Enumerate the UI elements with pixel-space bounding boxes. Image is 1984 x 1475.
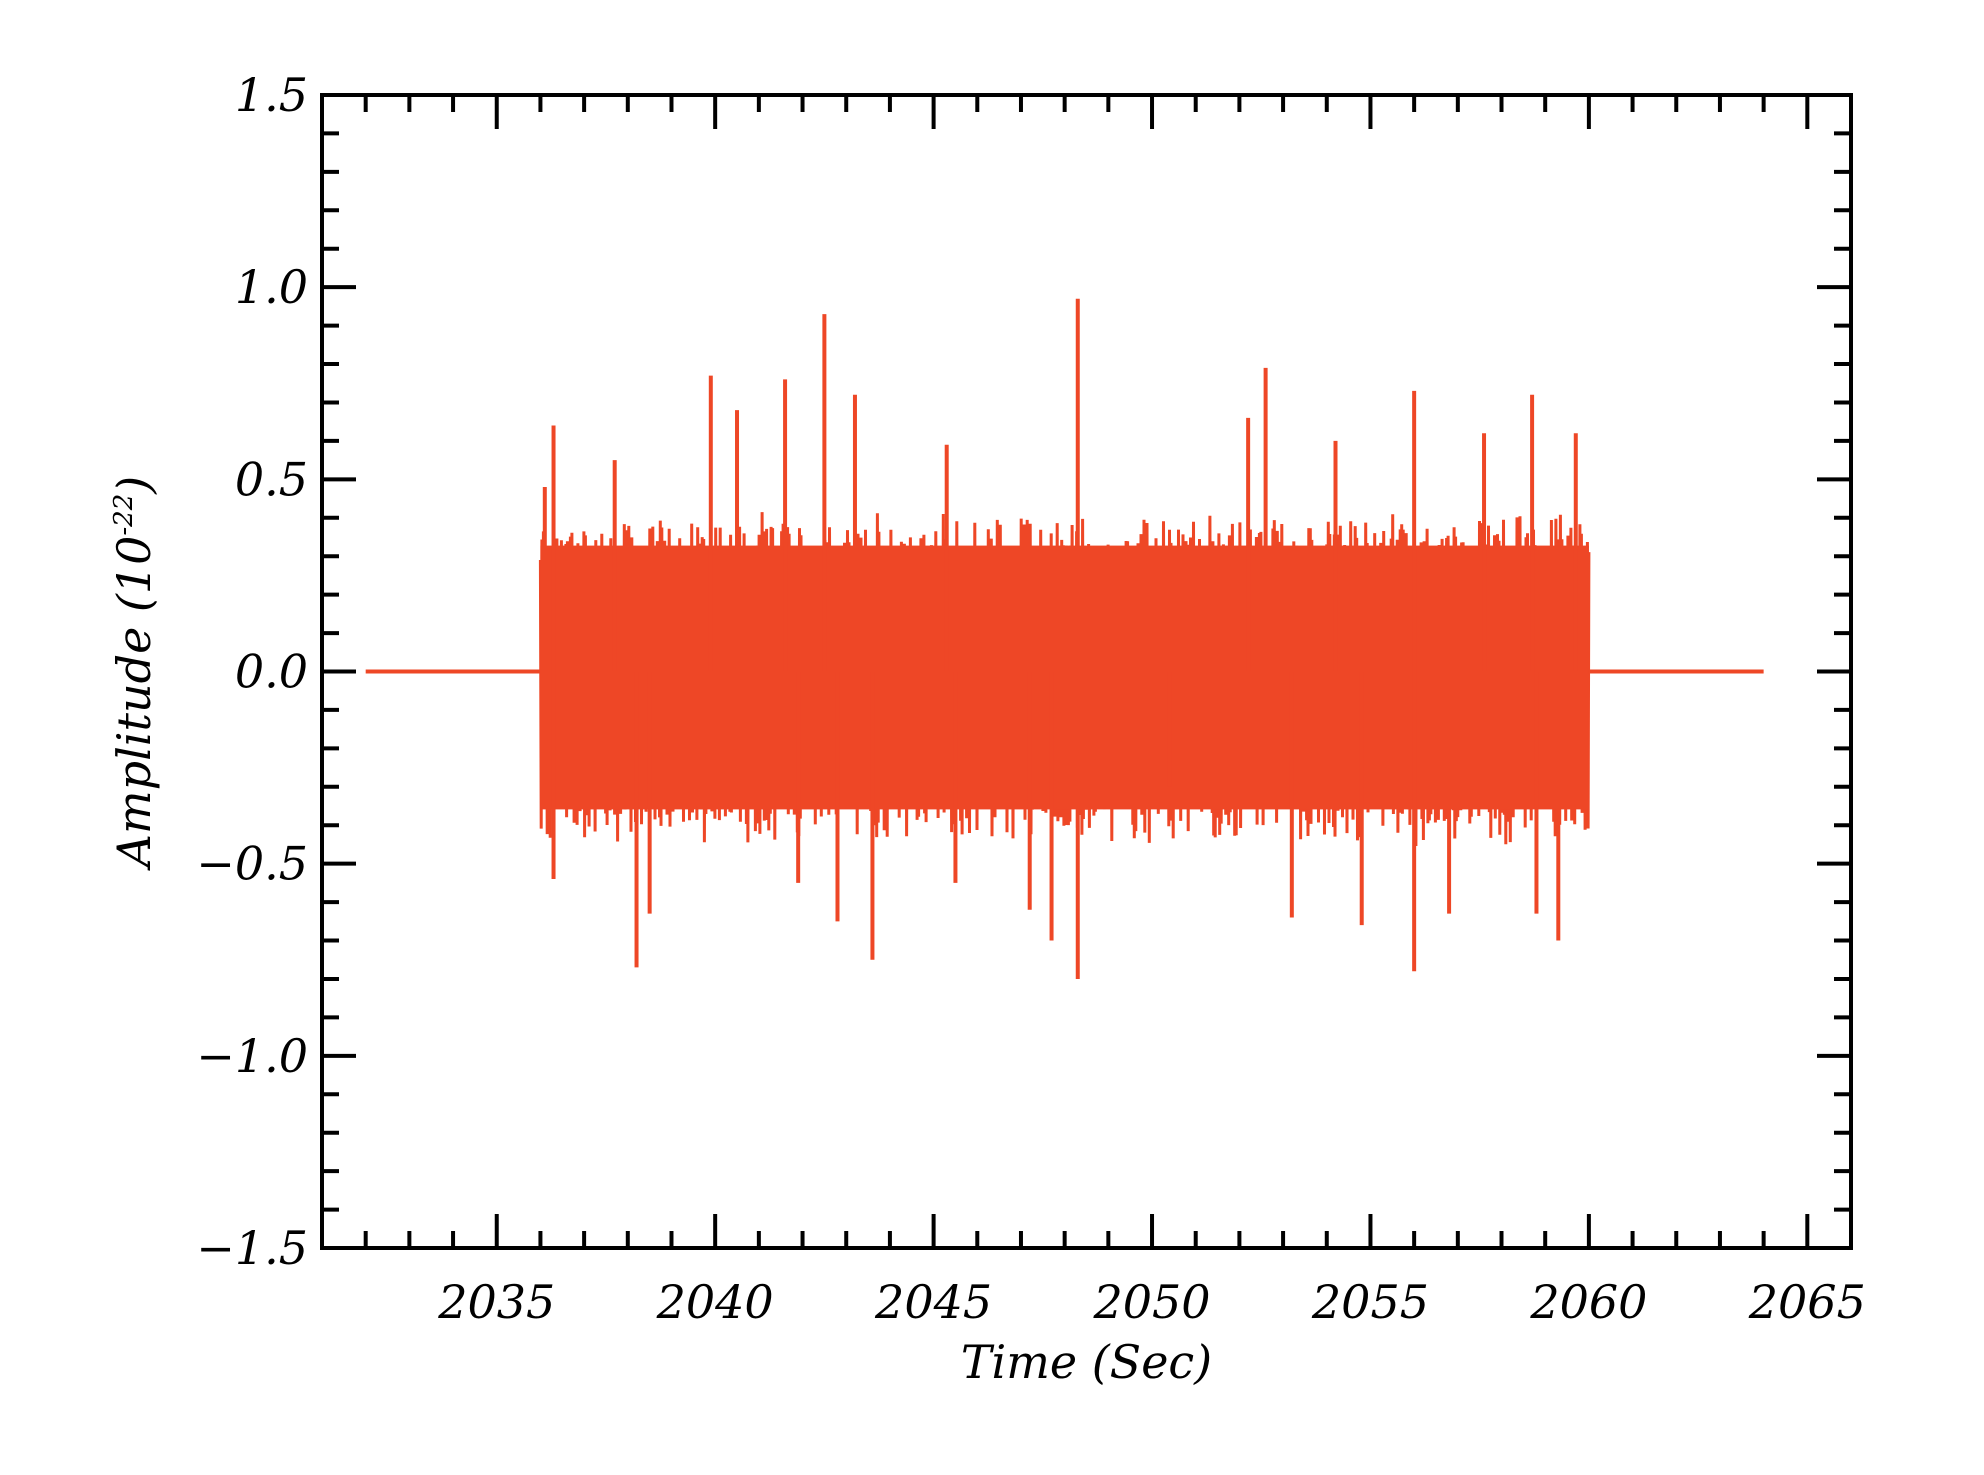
y-tick-label: 0.5 <box>235 452 308 506</box>
y-tick-label: −1.0 <box>196 1029 308 1083</box>
x-tick-label: 2060 <box>1529 1275 1647 1329</box>
y-axis-title: Amplitude (10-22) <box>107 476 161 871</box>
x-tick-label: 2035 <box>437 1275 555 1329</box>
x-tick-label: 2045 <box>874 1275 992 1329</box>
plot-frame <box>320 93 1853 1250</box>
x-axis-title: Time (Sec) <box>961 1335 1212 1389</box>
y-axis-title-suffix: ) <box>107 476 161 495</box>
y-axis-title-exponent: -22 <box>109 494 139 536</box>
y-tick-label: 0.0 <box>235 645 308 699</box>
x-tick-labels: 2035 2040 2045 2050 2055 2060 2065 <box>437 1275 1866 1329</box>
y-tick-label: −0.5 <box>196 837 308 891</box>
x-tick-label: 2055 <box>1311 1275 1429 1329</box>
y-tick-labels: −1.5 −1.0 −0.5 0.0 0.5 1.0 1.5 <box>196 68 308 1275</box>
x-tick-label: 2040 <box>656 1275 774 1329</box>
x-tick-label: 2065 <box>1748 1275 1866 1329</box>
y-tick-label: 1.0 <box>235 260 308 314</box>
plot-series <box>365 298 1764 979</box>
y-tick-label: 1.5 <box>235 68 308 122</box>
y-axis-title-base: Amplitude (10 <box>107 536 161 872</box>
y-tick-label: −1.5 <box>196 1221 308 1275</box>
x-tick-label: 2050 <box>1092 1275 1210 1329</box>
series-noise-core <box>540 545 1589 810</box>
